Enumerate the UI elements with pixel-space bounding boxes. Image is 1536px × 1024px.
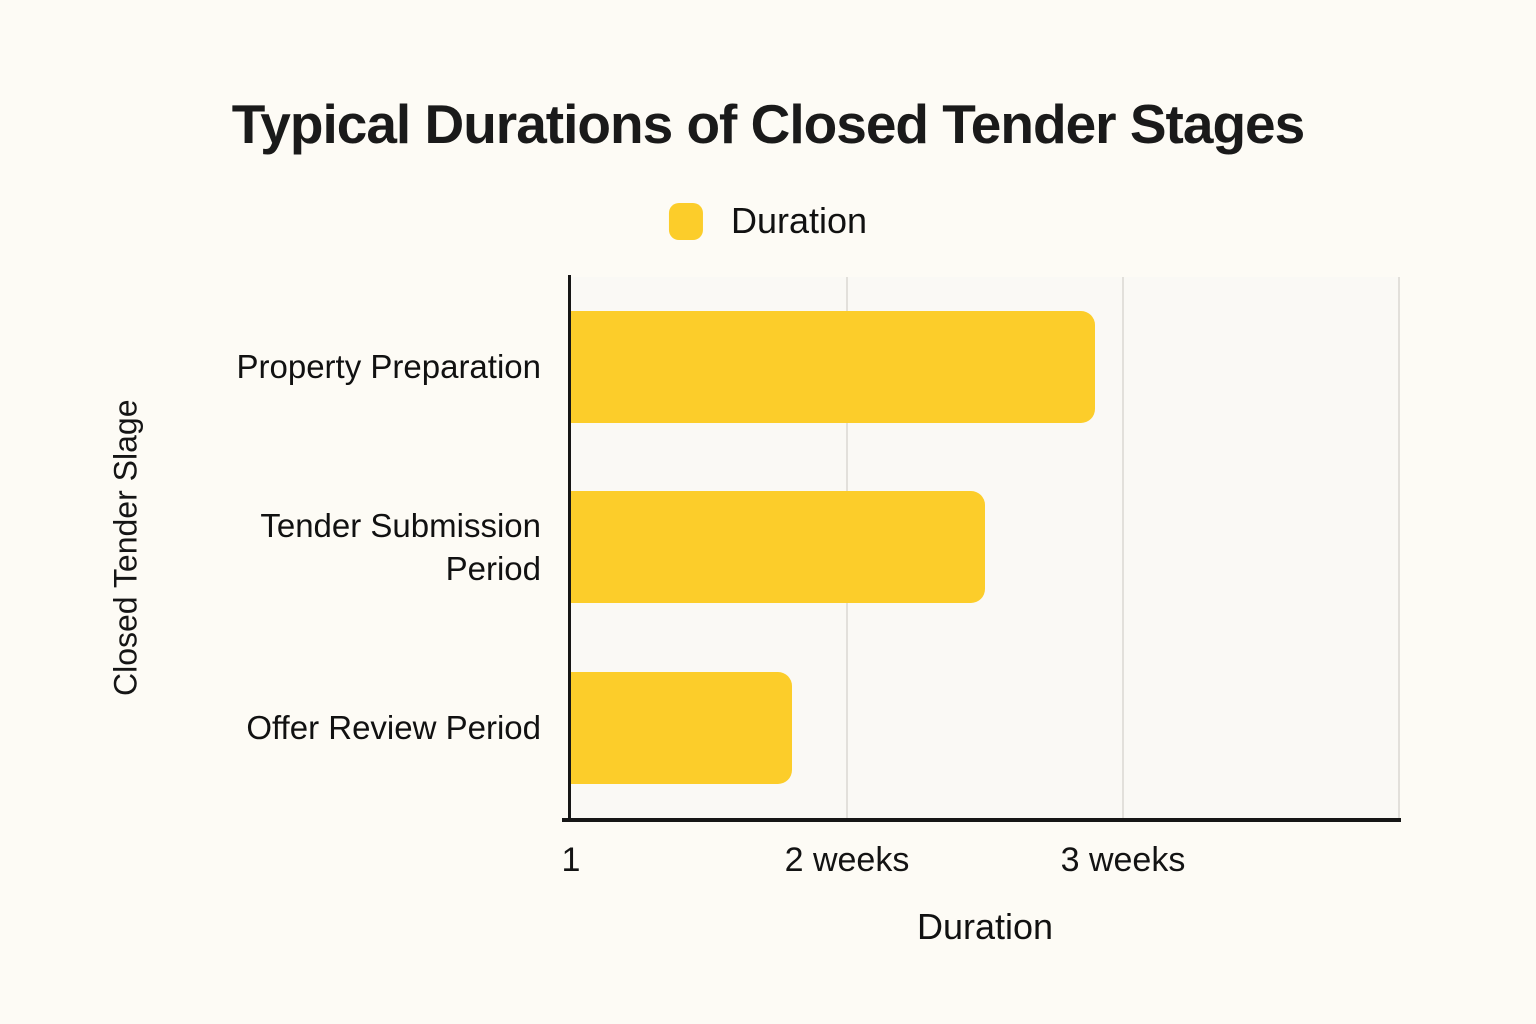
plot-area — [562, 275, 1401, 822]
x-tick-label: 2 weeks — [784, 841, 910, 879]
duration-legend-swatch-icon — [668, 202, 703, 240]
bar — [571, 491, 985, 604]
bar-rows — [571, 277, 1399, 818]
category-label: Property Preparation — [236, 348, 542, 386]
y-axis-title: Closed Tender Slage — [107, 399, 144, 696]
x-tick-label: 3 weeks — [1060, 841, 1186, 879]
bar — [571, 311, 1096, 424]
bar — [571, 671, 792, 784]
bar-row — [571, 457, 1399, 637]
category-label: Tender Submission Period — [260, 506, 541, 588]
gridline — [1121, 277, 1124, 818]
category-axis-labels: Property Preparation Tender Submission Pe… — [165, 277, 542, 818]
bar-row — [571, 638, 1399, 818]
chart-title: Typical Durations of Closed Tender Stage… — [231, 93, 1305, 155]
x-tick-label: 1 — [561, 841, 581, 879]
legend: Duration — [668, 200, 868, 242]
x-axis-title: Duration — [916, 906, 1054, 947]
x-tick-labels: 1 2 weeks 3 weeks — [562, 841, 1399, 885]
legend-label: Duration — [730, 200, 868, 241]
x-axis-line — [562, 818, 1401, 822]
y-axis-line — [568, 275, 571, 818]
bar-row — [571, 277, 1399, 457]
category-label: Offer Review Period — [246, 709, 541, 747]
gridline — [1398, 277, 1400, 818]
